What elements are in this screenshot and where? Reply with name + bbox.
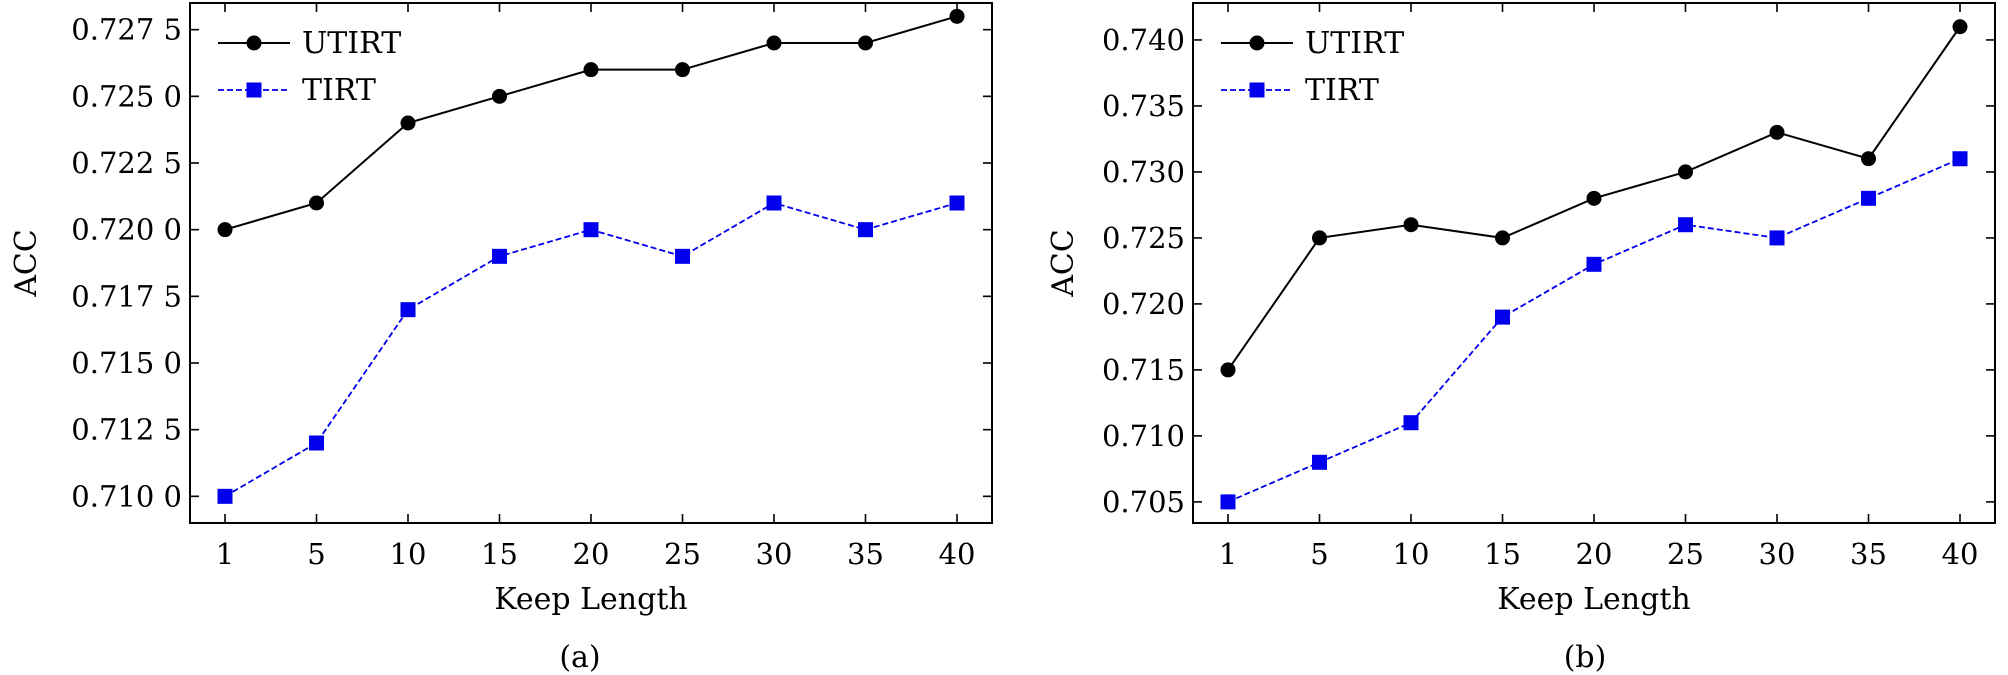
data-point xyxy=(949,195,965,211)
x-tick-label: 40 xyxy=(939,537,976,571)
data-point xyxy=(1861,190,1876,206)
data-point xyxy=(1952,19,1968,35)
series-line xyxy=(224,202,958,498)
data-point xyxy=(858,222,873,238)
data-point xyxy=(583,222,599,238)
data-point xyxy=(858,35,873,51)
chart-panel-2: 1 5 10 15 20 25 30 35 400.7050.7100.7150.7200.72… xyxy=(1046,2,1996,675)
data-point xyxy=(400,302,416,318)
y-tick-label: 0.730 xyxy=(1102,155,1185,189)
panel-caption: (b) xyxy=(1564,640,1607,675)
x-tick-label: 5 xyxy=(307,537,325,571)
data-point xyxy=(766,35,782,51)
x-tick-label: 1 xyxy=(216,537,234,571)
data-point xyxy=(400,115,416,131)
legend-label: UTIRT xyxy=(302,26,401,61)
data-point xyxy=(1769,124,1785,140)
legend-label: TIRT xyxy=(302,73,376,108)
data-point xyxy=(1861,151,1876,167)
legend: UTIRT TIRT xyxy=(1221,26,1404,108)
data-point xyxy=(949,8,965,24)
y-tick-label: 0.715 0 xyxy=(71,346,182,380)
chart-panel-1: 1 5 10 15 20 25 30 35 400.710 00.712 50.715 00.7… xyxy=(9,2,993,675)
x-tick-label: 30 xyxy=(1759,537,1796,571)
data-point xyxy=(675,248,690,264)
y-tick-label: 0.735 xyxy=(1102,89,1185,123)
panel-caption: (a) xyxy=(559,640,600,675)
x-tick-label: 10 xyxy=(1393,537,1430,571)
series-line xyxy=(1227,157,1961,503)
x-tick-label: 35 xyxy=(1850,537,1887,571)
series-utirt xyxy=(217,8,965,238)
series-utirt xyxy=(1220,19,1968,378)
data-point xyxy=(1495,230,1510,246)
y-tick-label: 0.705 xyxy=(1102,485,1185,519)
data-point xyxy=(1678,217,1693,233)
legend: UTIRT TIRT xyxy=(218,26,401,108)
x-tick-label: 25 xyxy=(664,537,701,571)
x-tick-label: 15 xyxy=(481,537,518,571)
x-tick-label: 10 xyxy=(390,537,427,571)
x-tick-label: 15 xyxy=(1484,537,1521,571)
legend-marker xyxy=(246,35,262,51)
legend-marker xyxy=(1249,35,1265,51)
y-tick-label: 0.725 0 xyxy=(71,79,182,113)
y-axis-title: ACC xyxy=(9,229,44,298)
x-tick-label: 1 xyxy=(1219,537,1237,571)
x-tick-label: 20 xyxy=(1576,537,1613,571)
y-tick-label: 0.727 5 xyxy=(71,13,182,47)
y-tick-label: 0.720 xyxy=(1102,287,1185,321)
data-point xyxy=(309,195,324,211)
x-tick-label: 5 xyxy=(1310,537,1328,571)
data-point xyxy=(1403,415,1419,431)
data-point xyxy=(583,62,599,78)
y-tick-label: 0.725 xyxy=(1102,221,1185,255)
x-tick-label: 25 xyxy=(1667,537,1704,571)
y-tick-label: 0.710 xyxy=(1102,419,1185,453)
series-tirt xyxy=(1220,151,1968,510)
legend-marker xyxy=(246,82,262,98)
x-tick-label: 30 xyxy=(756,537,793,571)
data-point xyxy=(1678,164,1693,180)
x-axis-title: Keep Length xyxy=(1497,582,1690,617)
y-axis-title: ACC xyxy=(1046,229,1081,298)
y-tick-label: 0.715 xyxy=(1102,353,1185,387)
y-tick-label: 0.712 5 xyxy=(71,413,182,447)
legend-label: UTIRT xyxy=(1305,26,1404,61)
series-tirt xyxy=(217,195,965,504)
data-point xyxy=(1495,309,1510,325)
y-tick-label: 0.722 5 xyxy=(71,146,182,180)
data-point xyxy=(492,88,507,104)
data-point xyxy=(1220,362,1236,378)
data-point xyxy=(1220,494,1236,510)
data-point xyxy=(1312,230,1327,246)
x-tick-label: 40 xyxy=(1942,537,1979,571)
data-point xyxy=(217,488,233,504)
data-point xyxy=(766,195,782,211)
y-tick-label: 0.717 5 xyxy=(71,279,182,313)
x-tick-label: 20 xyxy=(573,537,610,571)
y-tick-label: 0.710 0 xyxy=(71,479,182,513)
data-point xyxy=(309,435,324,451)
data-point xyxy=(675,62,690,78)
x-tick-label: 35 xyxy=(847,537,884,571)
y-tick-label: 0.740 xyxy=(1102,23,1185,57)
data-point xyxy=(1586,256,1602,272)
data-point xyxy=(1586,190,1602,206)
data-point xyxy=(1312,454,1327,470)
data-point xyxy=(217,222,233,238)
data-point xyxy=(1952,151,1968,167)
y-tick-label: 0.720 0 xyxy=(71,213,182,247)
data-point xyxy=(492,248,507,264)
data-point xyxy=(1769,230,1785,246)
legend-marker xyxy=(1249,82,1265,98)
data-point xyxy=(1403,217,1419,233)
x-axis-title: Keep Length xyxy=(494,582,687,617)
legend-label: TIRT xyxy=(1305,73,1379,108)
